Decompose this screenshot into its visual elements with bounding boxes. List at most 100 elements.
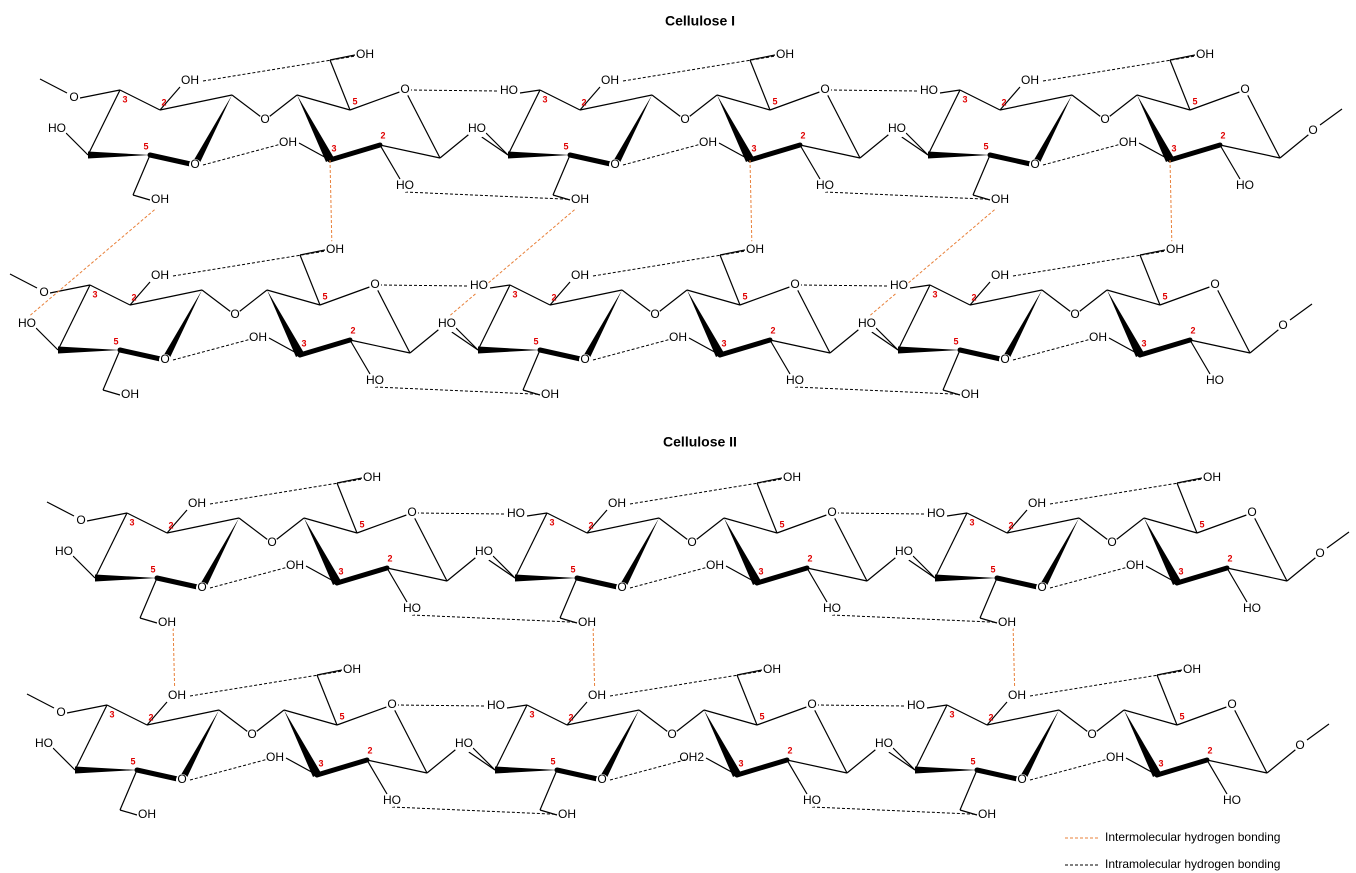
label-bg	[287, 557, 305, 575]
carbon-number: 5	[983, 141, 988, 151]
carbon-number: 5	[322, 291, 327, 301]
bond	[866, 553, 901, 582]
label-bg	[362, 469, 380, 487]
bond	[65, 132, 89, 156]
bond	[999, 86, 1021, 111]
bond	[549, 281, 571, 306]
atom-label: O	[687, 535, 696, 549]
panel-title: Cellulose I	[665, 13, 735, 29]
bond	[972, 154, 991, 196]
atom-label: OH	[1166, 242, 1184, 256]
hydrogen-bond	[411, 614, 594, 624]
label-bg	[700, 134, 718, 152]
bond	[703, 709, 758, 726]
hydrogen-bond	[329, 159, 333, 251]
carbon-number: 5	[759, 711, 764, 721]
label-bg	[355, 46, 373, 64]
bond	[831, 512, 868, 582]
bond	[201, 289, 236, 316]
label-bg	[1090, 329, 1108, 347]
hydrogen-bond	[835, 512, 926, 515]
label-bg	[819, 180, 831, 192]
label-bg	[55, 707, 67, 719]
atom-label: OH	[121, 387, 139, 401]
bond	[718, 142, 751, 161]
bond	[1176, 482, 1198, 534]
bond	[912, 555, 936, 579]
bond	[1108, 337, 1141, 356]
label-bg	[707, 557, 725, 575]
bond	[238, 517, 273, 544]
carbon-number: 3	[932, 289, 937, 299]
bond	[349, 339, 411, 354]
wedge-bond	[267, 290, 305, 358]
hydrogen-bond	[172, 337, 256, 361]
bond	[166, 509, 188, 534]
bond	[1244, 89, 1281, 159]
hydrogen-bond	[1049, 477, 1210, 505]
bond	[285, 757, 318, 776]
atom-label: O	[267, 535, 276, 549]
bond	[684, 94, 718, 121]
bond	[621, 289, 656, 316]
wedge-bond	[1144, 518, 1182, 586]
hydrogen-bond	[824, 191, 1007, 201]
label-bg	[159, 354, 171, 366]
label-bg	[1027, 495, 1045, 513]
atom-label: OH	[168, 688, 186, 702]
bond	[251, 709, 285, 736]
bond	[946, 704, 988, 726]
carbon-number: 3	[1178, 566, 1183, 576]
bond	[552, 154, 571, 196]
bond	[296, 94, 351, 111]
bond	[688, 337, 721, 356]
atom-label: OH	[1119, 135, 1137, 149]
bond	[717, 337, 773, 358]
bond	[439, 130, 474, 159]
wedge-bond	[297, 95, 335, 163]
hydrogen-bond	[794, 386, 977, 396]
carbon-number: 2	[131, 292, 136, 302]
bond	[1189, 339, 1211, 375]
label-bg	[150, 267, 168, 285]
atom-label: HO	[48, 121, 66, 135]
bond	[1286, 553, 1321, 582]
atom-label: OH	[286, 558, 304, 572]
atom-label: O	[617, 580, 626, 594]
label-bg	[406, 507, 418, 519]
bond	[929, 284, 971, 306]
label-bg	[826, 603, 838, 615]
bond	[1071, 94, 1106, 121]
bond	[754, 565, 810, 586]
wedge-bond	[724, 518, 762, 586]
label-bg	[1106, 537, 1118, 549]
bond	[1226, 567, 1288, 582]
label-bg	[960, 386, 978, 404]
bond	[537, 347, 588, 363]
label-bg	[399, 180, 411, 192]
bond	[824, 89, 861, 159]
label-bg	[1209, 375, 1221, 387]
label-bg	[369, 375, 381, 387]
hydrogen-bond	[592, 337, 676, 361]
bond	[942, 349, 961, 391]
carbon-number: 3	[318, 758, 323, 768]
atom-label: O	[197, 580, 206, 594]
carbon-number: 5	[550, 756, 555, 766]
wedge-bond	[284, 710, 322, 778]
label-bg	[1165, 241, 1183, 259]
wedge-bond	[611, 95, 652, 167]
bond	[1196, 512, 1253, 534]
label-bg	[607, 495, 625, 513]
bond	[539, 769, 558, 811]
atom-label: O	[667, 727, 676, 741]
bond	[1145, 565, 1178, 584]
carbon-number: 5	[563, 141, 568, 151]
carbon-number: 2	[1227, 553, 1232, 563]
atom-label: OH	[706, 558, 724, 572]
bond	[509, 284, 551, 306]
bond	[49, 284, 91, 294]
hydrogen-bond	[1042, 142, 1126, 166]
atom-label: O	[1247, 505, 1256, 519]
bond	[1159, 284, 1216, 306]
